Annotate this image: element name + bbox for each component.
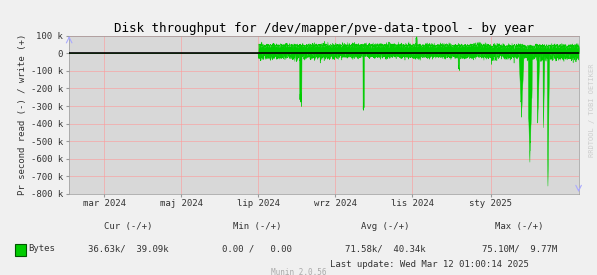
Text: RRDTOOL / TOBI OETIKER: RRDTOOL / TOBI OETIKER bbox=[589, 63, 595, 157]
Text: Munin 2.0.56: Munin 2.0.56 bbox=[271, 268, 326, 275]
Text: 0.00 /   0.00: 0.00 / 0.00 bbox=[221, 244, 292, 253]
Text: Bytes: Bytes bbox=[29, 244, 56, 253]
Text: 71.58k/  40.34k: 71.58k/ 40.34k bbox=[344, 244, 426, 253]
Text: 36.63k/  39.09k: 36.63k/ 39.09k bbox=[88, 244, 169, 253]
Y-axis label: Pr second read (-) / write (+): Pr second read (-) / write (+) bbox=[18, 34, 27, 196]
Text: Min (-/+): Min (-/+) bbox=[232, 222, 281, 231]
Title: Disk throughput for /dev/mapper/pve-data-tpool - by year: Disk throughput for /dev/mapper/pve-data… bbox=[114, 21, 534, 35]
Text: 75.10M/  9.77M: 75.10M/ 9.77M bbox=[482, 244, 557, 253]
Text: Last update: Wed Mar 12 01:00:14 2025: Last update: Wed Mar 12 01:00:14 2025 bbox=[330, 260, 530, 269]
Text: Max (-/+): Max (-/+) bbox=[495, 222, 544, 231]
Text: Avg (-/+): Avg (-/+) bbox=[361, 222, 410, 231]
Text: Cur (-/+): Cur (-/+) bbox=[104, 222, 153, 231]
